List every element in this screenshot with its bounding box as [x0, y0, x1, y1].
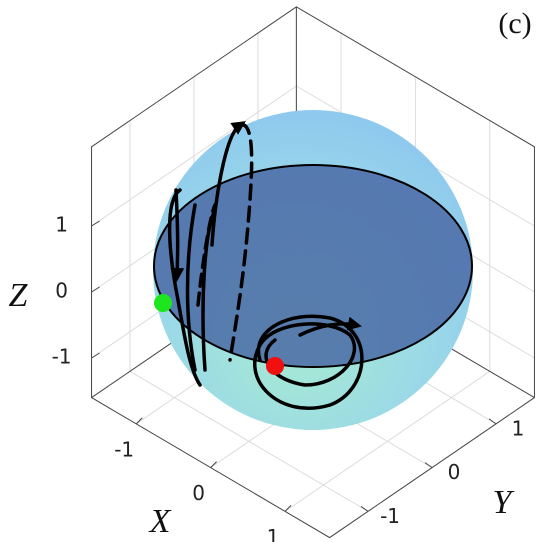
z-tick-label: -1: [52, 345, 72, 369]
trajectory: [228, 123, 254, 362]
tick-mark: [360, 505, 369, 512]
equator-disk: [153, 164, 473, 368]
x-tick-label: -1: [114, 437, 134, 461]
z-tick-label: 1: [55, 213, 68, 237]
trajectory: [167, 188, 202, 387]
panel-label: (c): [498, 7, 531, 40]
tick-mark: [210, 461, 217, 468]
tick-mark: [424, 462, 433, 469]
grid-line: [91, 85, 297, 227]
tick-mark: [91, 286, 100, 293]
trajectory: [185, 203, 197, 372]
tick-mark: [91, 220, 100, 227]
y-tick-label: 0: [448, 460, 461, 484]
tick-mark: [91, 352, 100, 359]
trajectory: [201, 208, 217, 372]
tick-mark: [135, 417, 143, 425]
x-tick-label: 0: [192, 481, 205, 505]
trajectory: [170, 188, 185, 282]
x-tick-label: 1: [267, 525, 280, 542]
x-axis-label: X: [148, 503, 172, 540]
tick-mark: [488, 418, 497, 425]
y-tick-label: -1: [380, 504, 400, 528]
z-tick-label: 0: [55, 279, 68, 303]
end-point: [266, 357, 284, 375]
trajectory: [253, 314, 364, 410]
y-tick-label: 1: [512, 416, 525, 440]
trajectory: [298, 316, 362, 337]
y-axis-label: Y: [493, 484, 515, 521]
trajectories: [167, 121, 364, 410]
trajectory: [210, 121, 246, 247]
z-axis-label: Z: [9, 277, 29, 314]
start-point: [154, 294, 172, 312]
labels: (c) Z X Y -1 0 1 -1 0 1 -1 0 1: [9, 7, 532, 542]
grid-line: [129, 370, 369, 512]
tick-mark: [284, 504, 292, 512]
